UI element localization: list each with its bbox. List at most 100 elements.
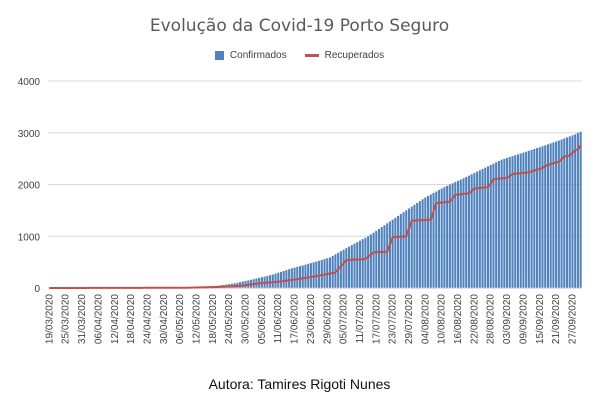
bar-confirmados [350,245,353,288]
bar-confirmados [285,270,288,288]
bar-confirmados [443,187,446,288]
x-tick-label: 24/05/2020 [224,294,235,344]
bar-confirmados [451,183,454,288]
x-tick-label: 12/04/2020 [110,294,121,344]
y-tick-label: 0 [34,284,40,295]
x-tick-label: 21/09/2020 [551,294,562,344]
bar-confirmados [315,261,318,288]
x-tick-label: 05/06/2020 [257,294,268,344]
bar-confirmados [320,259,323,288]
legend-swatch-confirmados [214,51,224,60]
bar-confirmados [377,228,381,288]
bar-confirmados [437,190,440,288]
x-tick-label: 30/05/2020 [241,294,252,344]
bar-confirmados [369,234,372,288]
x-tick-label: 17/06/2020 [290,294,301,344]
bar-confirmados [470,174,473,288]
bar-confirmados [462,178,465,288]
bar-confirmados [418,201,421,288]
bar-confirmados [383,225,386,288]
bar-confirmados [565,137,569,288]
bar-confirmados [361,239,364,288]
bar-confirmados [552,142,555,288]
x-tick-label: 18/05/2020 [208,294,219,344]
bar-confirmados [495,162,498,288]
bar-confirmados [421,199,424,288]
bar-confirmados [413,204,416,288]
bar-confirmados [339,251,342,288]
bar-confirmados [307,263,310,288]
bar-confirmados [282,270,285,288]
chart-title: Evolução da Covid-19 Porto Seguro [149,16,450,36]
y-tick-label: 2000 [18,181,41,192]
bar-confirmados [579,131,582,288]
bar-confirmados [410,206,413,288]
bar-confirmados [546,144,549,288]
bar-confirmados [476,171,479,288]
bar-confirmados [486,166,490,288]
bar-confirmados [544,145,547,288]
bar-confirmados [489,164,492,288]
bar-confirmados [519,153,522,288]
bar-confirmados [356,242,359,288]
bar-confirmados [391,219,394,288]
bar-confirmados [511,156,514,288]
x-tick-label: 12/05/2020 [191,294,202,344]
bar-confirmados [516,154,520,288]
x-tick-label: 29/06/2020 [322,294,333,344]
x-tick-label: 09/09/2020 [518,294,529,344]
x-tick-label: 04/08/2020 [420,294,431,344]
bar-confirmados [312,262,315,288]
bar-confirmados [304,264,307,288]
bar-confirmados [448,184,451,288]
bar-confirmados [503,158,506,288]
legend-item-recuperados: Recuperados [304,50,385,61]
bar-confirmados [446,185,449,288]
bar-confirmados [367,236,370,288]
bar-confirmados [342,249,345,288]
legend-label-confirmados: Confirmados [229,50,287,61]
x-tick-label: 10/08/2020 [437,294,448,344]
bar-confirmados [506,157,509,288]
legend-item-confirmados: Confirmados [214,50,287,61]
bar-confirmados [527,150,530,288]
x-tick-label: 15/09/2020 [535,294,546,344]
bar-confirmados [375,230,378,288]
bar-confirmados [467,175,470,288]
x-tick-label: 06/05/2020 [175,294,186,344]
bar-confirmados [309,263,312,288]
x-tick-label: 24/04/2020 [142,294,153,344]
x-tick-label: 27/09/2020 [567,294,578,344]
x-tick-label: 28/08/2020 [486,294,497,344]
bar-confirmados [380,226,383,288]
bar-confirmados [563,138,566,288]
legend-label-recuperados: Recuperados [324,50,385,61]
bar-confirmados [508,157,511,288]
bar-confirmados [522,152,525,288]
bar-confirmados [440,188,443,288]
x-tick-label: 11/06/2020 [273,294,284,344]
x-tick-label: 31/03/2020 [77,294,88,344]
bar-confirmados [454,182,457,288]
bar-confirmados [492,163,495,288]
y-tick-label: 3000 [18,129,41,140]
bar-confirmados [405,210,408,288]
bar-confirmados [364,237,367,288]
x-tick-label: 05/07/2020 [339,294,350,344]
bar-confirmados [536,148,539,288]
x-tick-label: 25/03/2020 [61,294,72,344]
bar-confirmados [301,265,304,288]
bar-confirmados [560,139,563,288]
bar-confirmados [574,134,577,288]
bar-confirmados [465,176,468,288]
bar-confirmados [500,159,503,288]
bar-confirmados [399,214,402,288]
x-tick-label: 22/08/2020 [469,294,480,344]
bar-confirmados [429,194,432,288]
bar-confirmados [427,195,430,288]
bar-confirmados [402,212,405,288]
bar-confirmados [555,141,558,288]
bar-confirmados [571,135,574,288]
bar-confirmados [525,151,528,288]
